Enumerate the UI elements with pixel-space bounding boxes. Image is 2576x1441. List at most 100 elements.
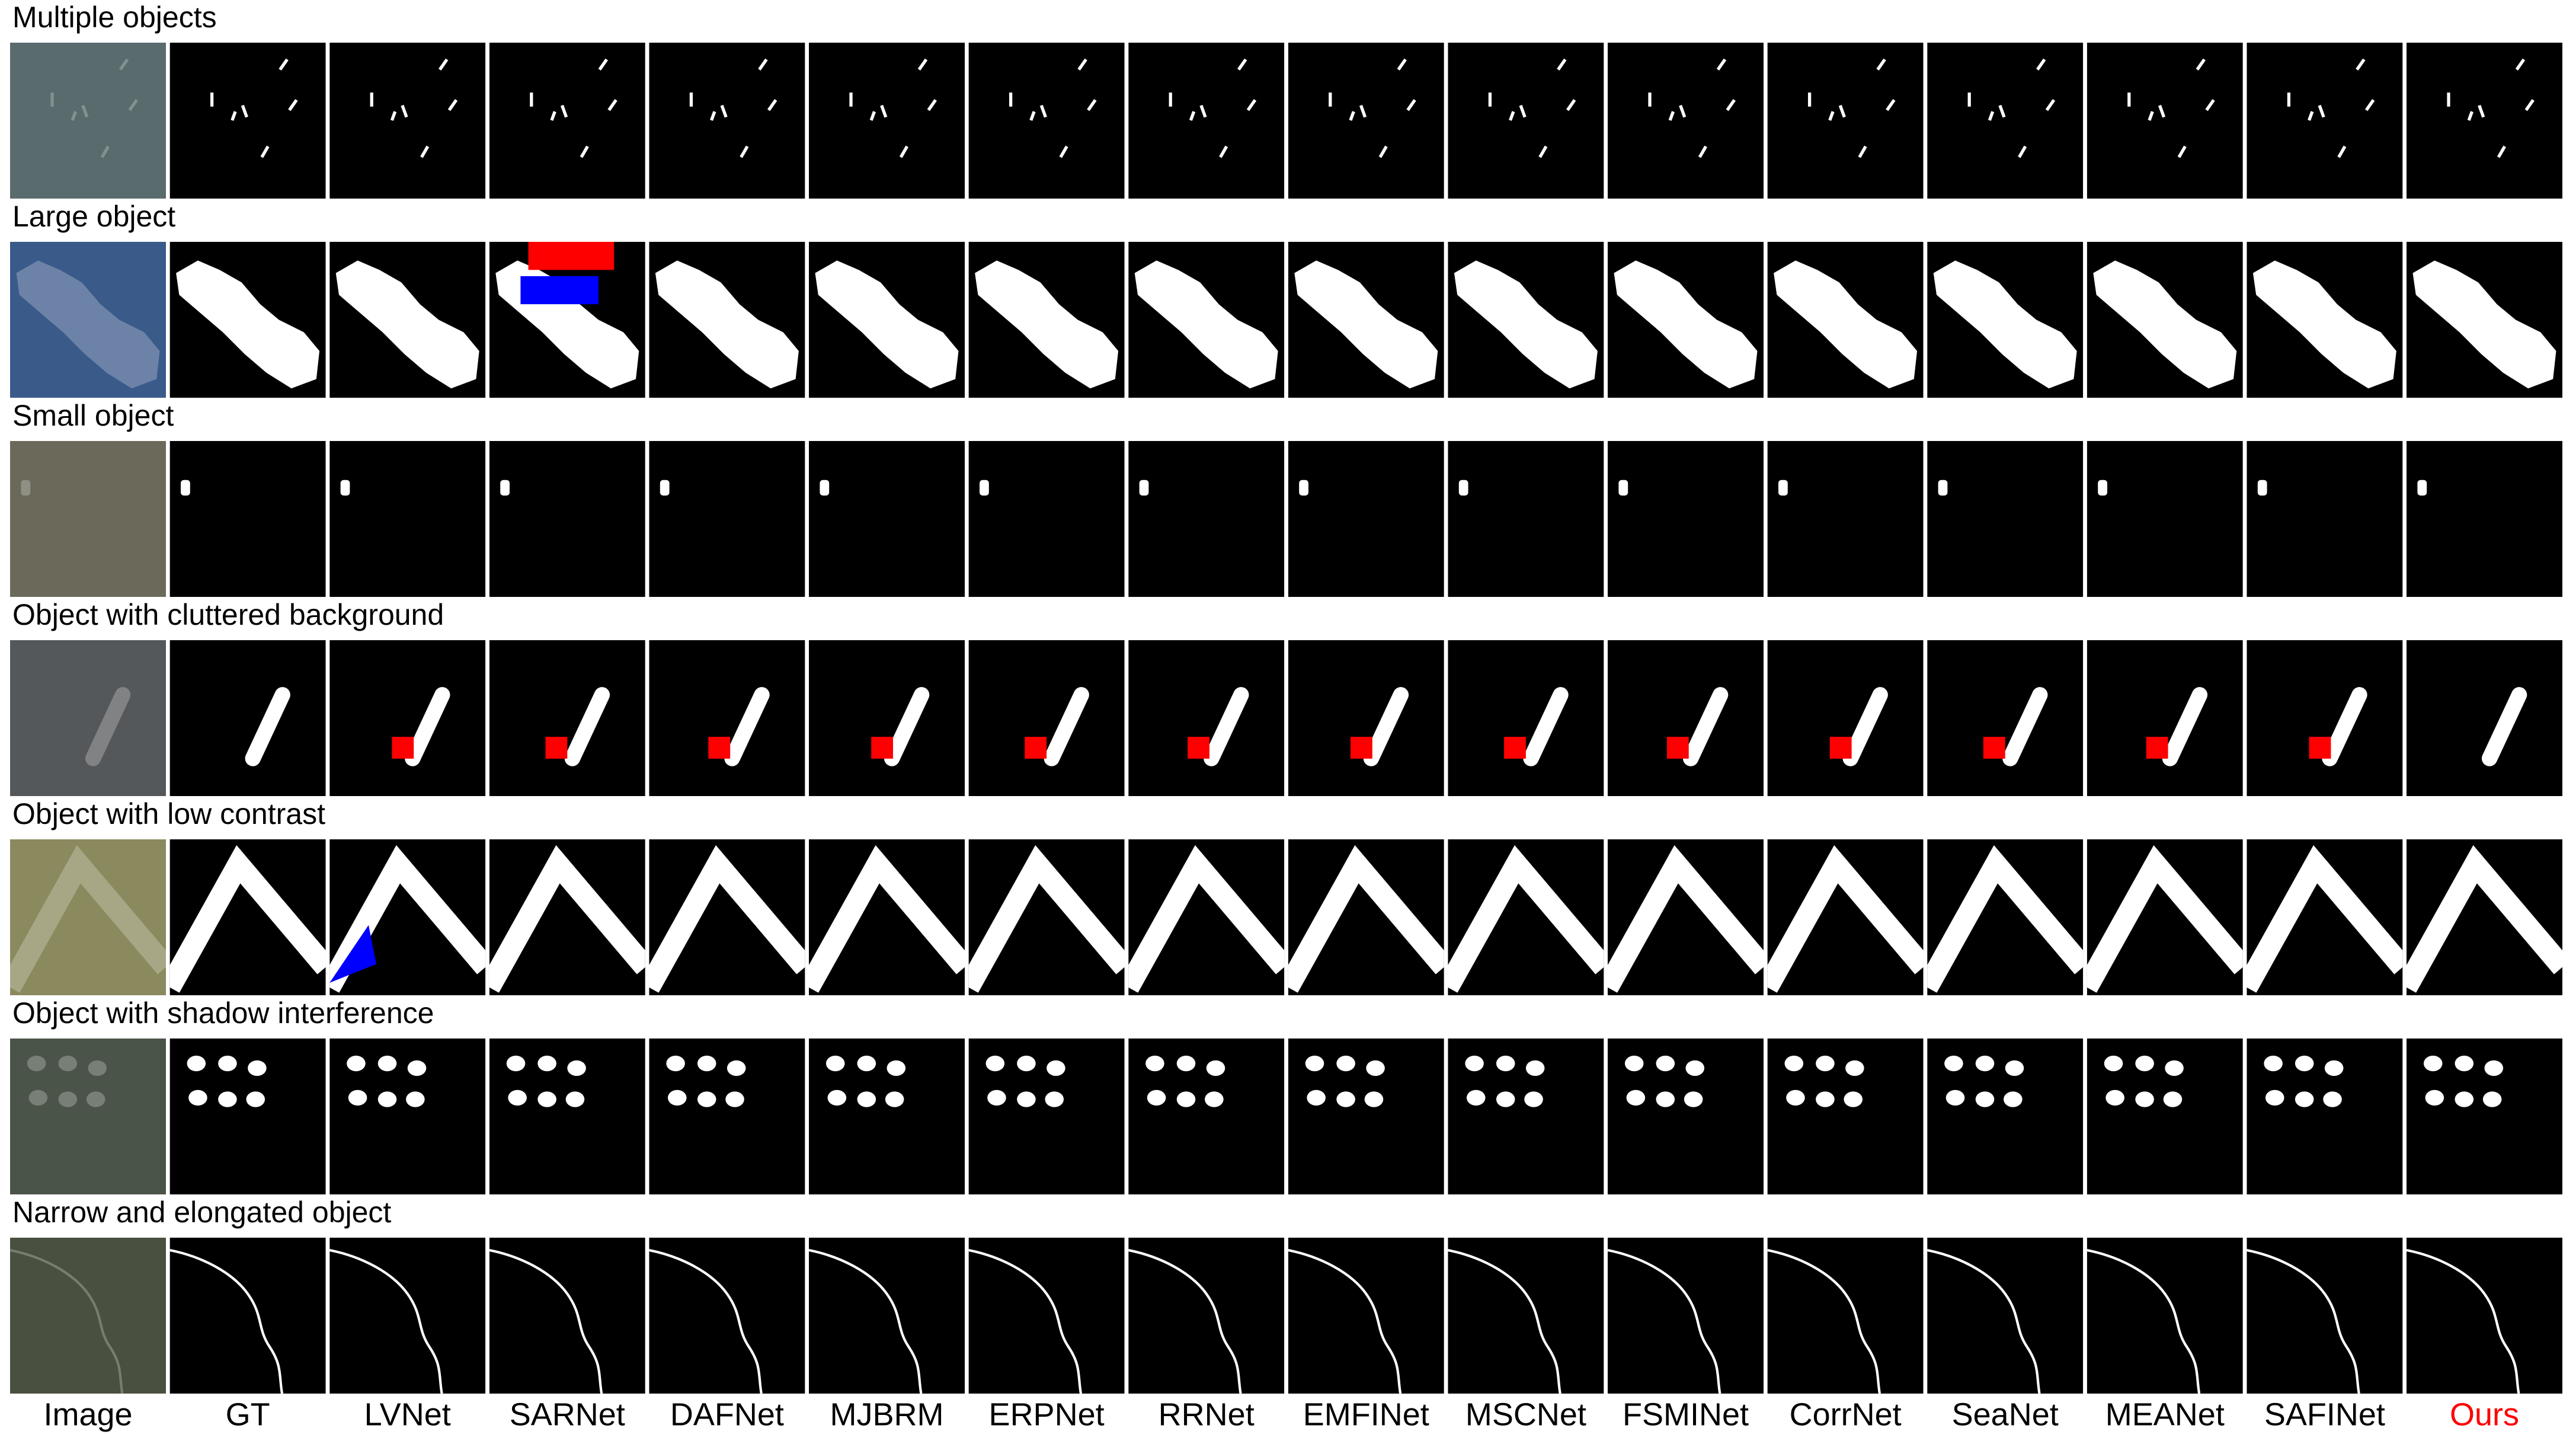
column-label: FSMINet [1623, 1397, 1749, 1432]
tile [2087, 1039, 2243, 1194]
mask-bg [2247, 43, 2403, 199]
mask-bg [1288, 1238, 1444, 1394]
mask-bg [1608, 441, 1764, 597]
tile [169, 242, 326, 398]
tile [1128, 242, 1285, 398]
column-label: LVNet [364, 1397, 451, 1432]
row-label: Small object [12, 399, 174, 432]
mask-bg [968, 640, 1125, 796]
column-label: RRNet [1159, 1397, 1255, 1432]
tile [329, 1039, 486, 1194]
mask-bg [1448, 441, 1604, 597]
row-label: Object with low contrast [12, 797, 325, 830]
tile [2087, 1238, 2243, 1394]
tile [1767, 1238, 1924, 1394]
tile [1767, 1039, 1924, 1194]
mask-bg [1288, 441, 1444, 597]
mask-bg [2247, 640, 2403, 796]
mask-bg [2087, 640, 2243, 796]
tile [1288, 441, 1444, 597]
error-fp [1829, 737, 1852, 759]
column-label: SARNet [510, 1397, 625, 1432]
error-fn [520, 276, 599, 305]
tile [1608, 1238, 1764, 1394]
tile [169, 839, 326, 995]
tile [809, 441, 965, 597]
mask-bg [489, 640, 645, 796]
tile [1128, 1039, 1285, 1194]
tile [1128, 43, 1285, 199]
error-fp [1351, 737, 1372, 759]
column-label: ERPNet [989, 1397, 1105, 1432]
tile [809, 1039, 965, 1194]
error-fp [1504, 737, 1526, 759]
column-label: SAFINet [2264, 1397, 2385, 1432]
mask-shape [1140, 480, 1149, 496]
tile [1767, 43, 1924, 199]
tile [968, 640, 1125, 796]
mask-bg [649, 640, 805, 796]
mask-bg [968, 1238, 1125, 1394]
tile [1608, 242, 1764, 398]
mask-shape [181, 480, 190, 496]
mask-bg [968, 441, 1125, 597]
mask-bg [1927, 441, 2084, 597]
column-label: CorrNet [1790, 1397, 1902, 1432]
mask-shape [1459, 480, 1468, 496]
mask-shape [1618, 480, 1628, 496]
tile [809, 242, 965, 398]
tile [968, 839, 1125, 995]
tile [1927, 1238, 2084, 1394]
mask-bg [1128, 441, 1285, 597]
mask-shape [660, 480, 670, 496]
error-fp [1025, 737, 1047, 759]
tile [649, 242, 805, 398]
mask-bg [1608, 1238, 1764, 1394]
tile [809, 1238, 965, 1394]
mask-bg [329, 441, 486, 597]
tile [2407, 1238, 2562, 1394]
mask-bg [169, 43, 326, 199]
error-fp [1983, 737, 2005, 759]
mask-bg [169, 441, 326, 597]
tile [1767, 839, 1924, 995]
mask-bg [1767, 1238, 1924, 1394]
mask-bg [489, 441, 645, 597]
mask-bg [169, 1238, 326, 1394]
tile [809, 43, 965, 199]
mask-bg [1128, 1238, 1285, 1394]
error-fp [545, 737, 568, 759]
tile [10, 242, 166, 398]
tile [2247, 1039, 2403, 1194]
mask-bg [2407, 43, 2562, 199]
mask-bg [1927, 1238, 2084, 1394]
error-fp [392, 737, 414, 759]
tile [649, 1039, 805, 1194]
mask-bg [1767, 441, 1924, 597]
tile [2087, 640, 2243, 796]
tile [649, 43, 805, 199]
tile [1927, 640, 2084, 796]
tile [10, 839, 166, 995]
tile [489, 1039, 645, 1194]
tile [649, 441, 805, 597]
mask-shape [500, 480, 510, 496]
error-fp [2309, 737, 2331, 759]
tile [2247, 441, 2403, 597]
tile [1608, 43, 1764, 199]
mask-shape [1938, 480, 1948, 496]
tile [1767, 441, 1924, 597]
mask-bg [1128, 43, 1285, 199]
mask-bg [1608, 43, 1764, 199]
error-fp [1666, 737, 1689, 759]
tile [489, 242, 645, 398]
tile [2247, 640, 2403, 796]
tile [1767, 242, 1924, 398]
tile [329, 441, 486, 597]
mask-bg [2087, 1238, 2243, 1394]
row-label: Object with cluttered background [12, 598, 444, 631]
tile [1288, 839, 1444, 995]
tile [2407, 441, 2562, 597]
tile [10, 1039, 166, 1194]
mask-bg [2247, 1238, 2403, 1394]
